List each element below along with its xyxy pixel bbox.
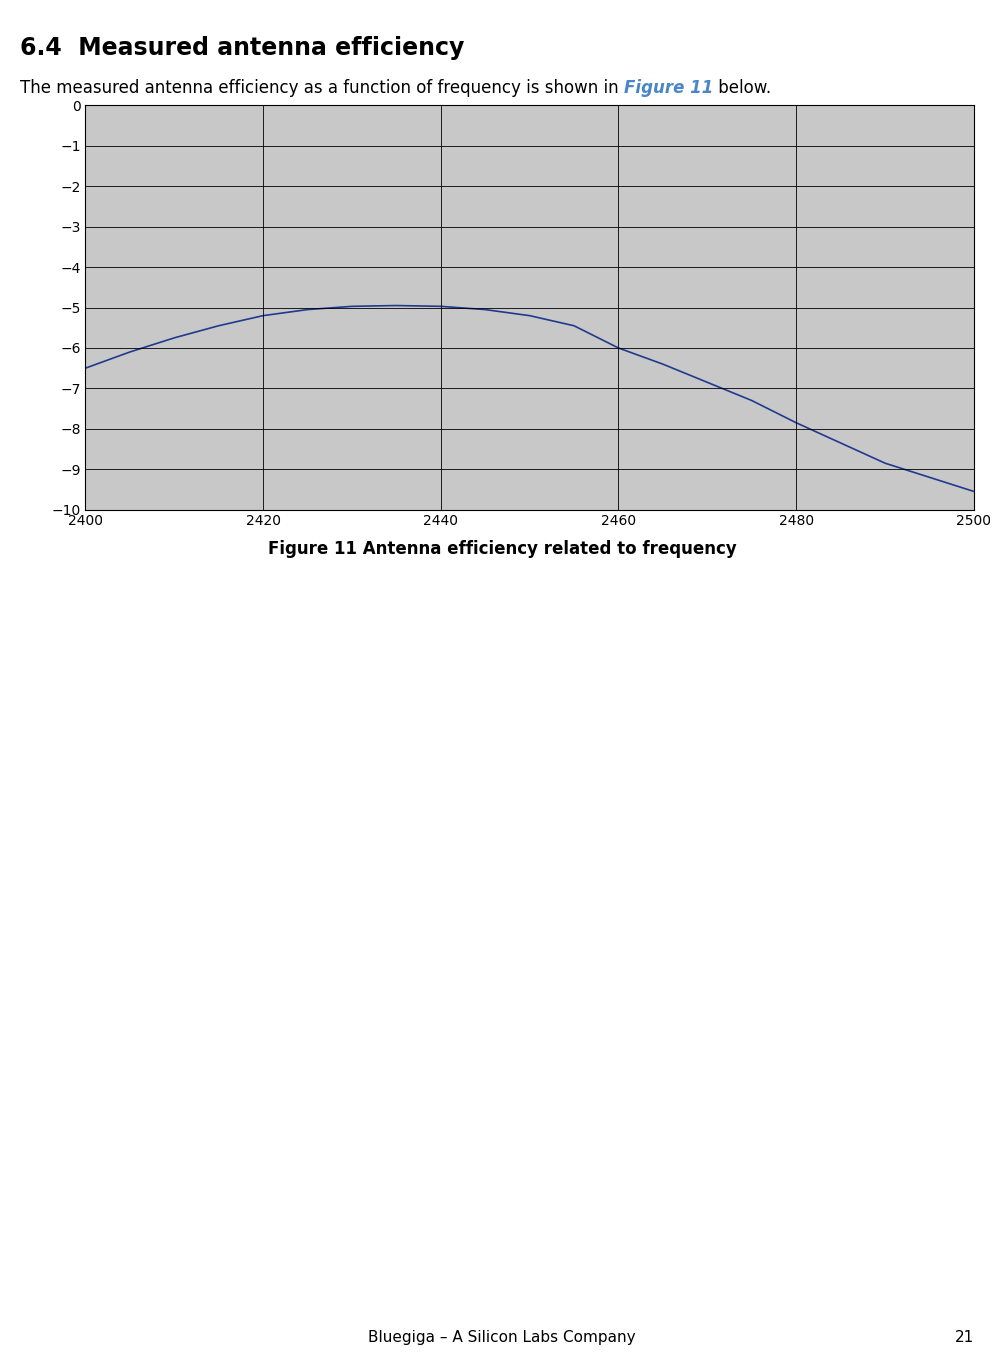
Text: Bluegiga – A Silicon Labs Company: Bluegiga – A Silicon Labs Company [368, 1330, 635, 1345]
Text: 21: 21 [954, 1330, 973, 1345]
Text: 6.4  Measured antenna efficiency: 6.4 Measured antenna efficiency [20, 36, 464, 60]
Text: Figure 11: Figure 11 [623, 79, 712, 97]
Text: The measured antenna efficiency as a function of frequency is shown in: The measured antenna efficiency as a fun… [20, 79, 623, 97]
Text: below.: below. [712, 79, 770, 97]
Text: Figure 11 Antenna efficiency related to frequency: Figure 11 Antenna efficiency related to … [268, 540, 735, 558]
